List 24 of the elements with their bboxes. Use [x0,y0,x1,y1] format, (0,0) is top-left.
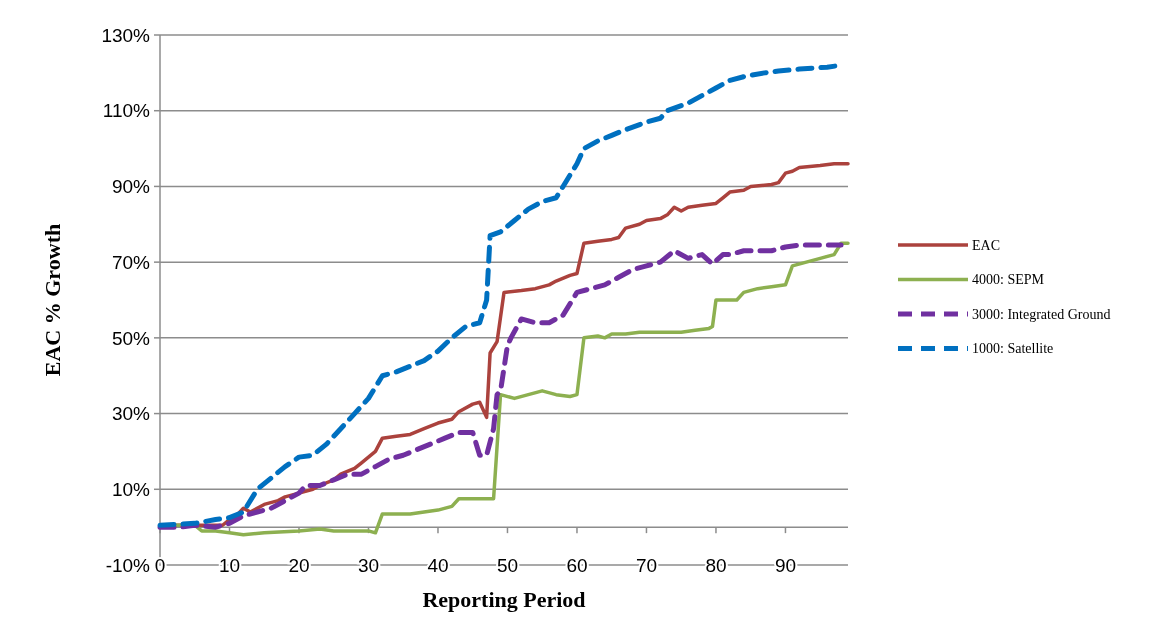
x-tick-label: 20 [288,554,310,576]
legend-label: 1000: Satellite [972,341,1054,357]
y-tick-label: 110% [102,100,151,122]
y-tick-label: 50% [111,327,151,349]
y-tick-label: 30% [111,403,151,425]
legend-label: EAC [972,237,1000,253]
legend-label: 4000: SEPM [972,272,1045,288]
x-tick-label: 60 [566,554,588,576]
x-tick-label: 0 [154,554,166,576]
y-tick-label: -10% [105,554,151,576]
y-tick-label: 10% [111,478,151,500]
x-tick-label: 30 [357,554,380,576]
x-tick-label: 40 [427,554,449,576]
x-tick-label: 80 [705,554,727,576]
x-tick-label: 70 [635,554,658,576]
x-tick-label: 50 [496,554,519,576]
x-tick-label: 10 [218,554,241,576]
y-tick-label: 90% [111,176,151,198]
y-tick-label: 70% [111,251,151,273]
legend-label: 3000: Integrated Ground [972,306,1111,322]
x-axis-title: Reporting Period [422,587,586,612]
x-tick-label: 90 [774,554,797,576]
y-tick-label: 130% [101,24,151,46]
y-axis-title: EAC % Growth [40,223,65,377]
